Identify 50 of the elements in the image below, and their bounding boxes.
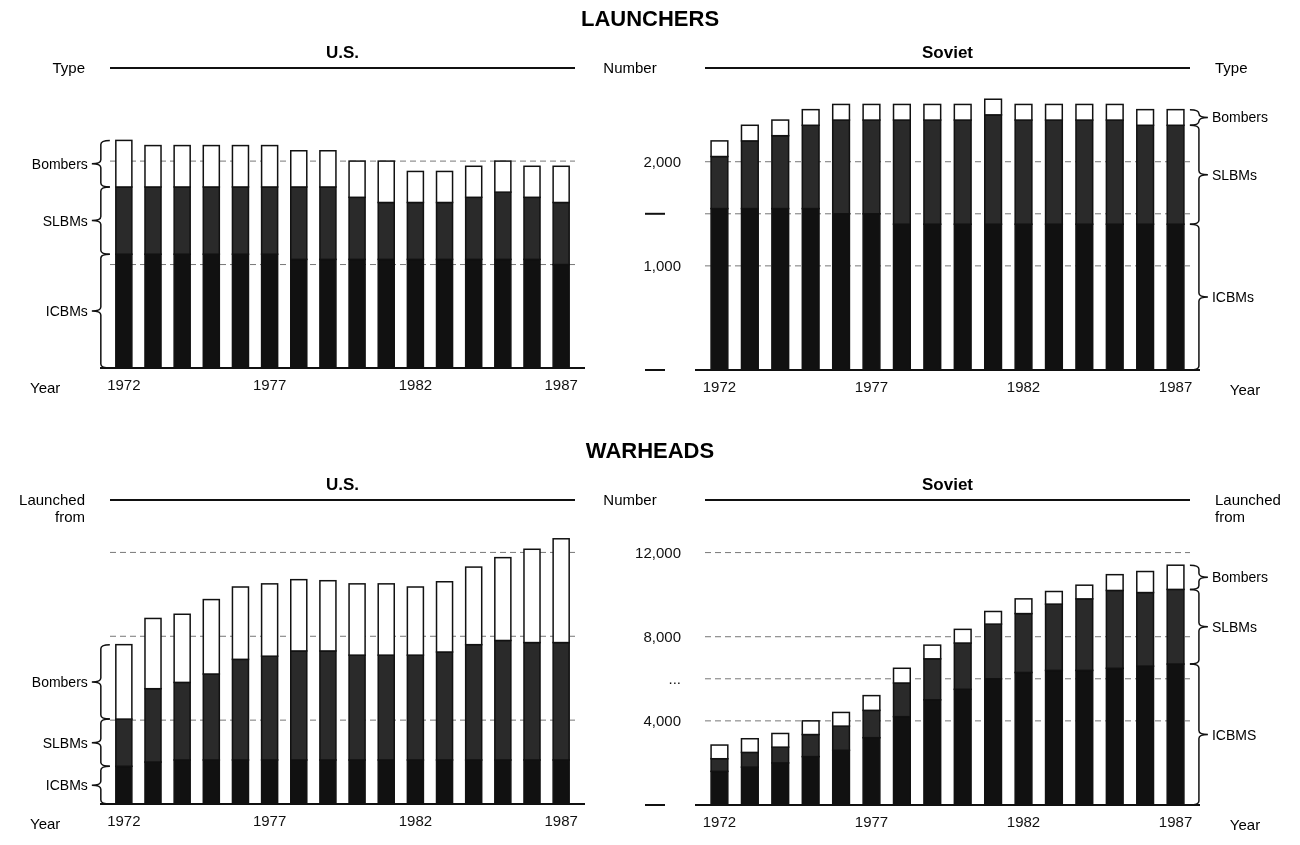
- x-tick-label: 1982: [398, 811, 433, 829]
- x-tick-label: 1972: [107, 375, 141, 393]
- text: ICBMs: [1211, 289, 1254, 306]
- chart-subtitle: Soviet: [921, 475, 974, 494]
- series-label: SLBMs: [42, 734, 88, 751]
- series-label: Bombers: [31, 155, 88, 172]
- x-tick-label: 1977: [252, 811, 287, 829]
- series-label: ICBMs: [45, 777, 88, 794]
- legend-label: Bombers: [1211, 569, 1268, 586]
- series-label: ICBMs: [45, 303, 88, 320]
- chart-subtitle: Soviet: [921, 43, 974, 62]
- y-tick-label: 2,000: [643, 153, 681, 171]
- text: SLBMs: [1211, 166, 1258, 183]
- x-axis-title: Year: [30, 379, 61, 396]
- y-tick-label: ...: [668, 670, 681, 688]
- x-tick-label: 1977: [252, 375, 287, 393]
- x-tick-label: 1977: [854, 377, 889, 395]
- x-tick-label: 1987: [544, 811, 578, 829]
- y-axis-title: Number: [603, 491, 657, 508]
- x-tick-label: 1987: [1158, 812, 1193, 830]
- text: WARHEADS: [585, 438, 715, 463]
- x-axis-title: Year: [30, 815, 61, 832]
- y-tick-label: 4,000: [643, 712, 681, 730]
- x-tick-label: 1977: [854, 812, 889, 830]
- text: LAUNCHERS: [580, 6, 720, 31]
- x-tick-label: 1982: [1006, 377, 1041, 395]
- x-tick-label: 1972: [702, 812, 737, 830]
- legend-title: Type: [52, 59, 85, 76]
- series-label: Bombers: [31, 673, 88, 690]
- text: ICBMS: [1211, 726, 1257, 743]
- series-label: SLBMs: [42, 212, 88, 229]
- chart-subtitle: U.S.: [325, 43, 360, 62]
- x-tick-label: 1972: [107, 811, 141, 829]
- legend-label: Bombers: [1211, 109, 1268, 126]
- y-tick-label: 8,000: [643, 628, 681, 646]
- y-tick-label: 12,000: [635, 543, 681, 561]
- x-tick-label: 1982: [398, 375, 433, 393]
- x-tick-label: 1987: [1158, 377, 1193, 395]
- y-tick-label: 1,000: [643, 257, 681, 275]
- x-tick-label: 1982: [1006, 812, 1041, 830]
- legend-title: Launched from: [1215, 491, 1281, 525]
- text: SLBMs: [1211, 618, 1258, 635]
- chart-subtitle: U.S.: [325, 475, 360, 494]
- y-axis-title: Number: [603, 59, 657, 76]
- x-axis-title: Year: [1229, 816, 1261, 833]
- legend-title: Type: [1215, 59, 1248, 76]
- x-tick-label: 1987: [544, 375, 578, 393]
- x-axis-title: Year: [1229, 381, 1261, 398]
- legend-title: Launched from: [19, 491, 85, 525]
- x-tick-label: 1972: [702, 377, 737, 395]
